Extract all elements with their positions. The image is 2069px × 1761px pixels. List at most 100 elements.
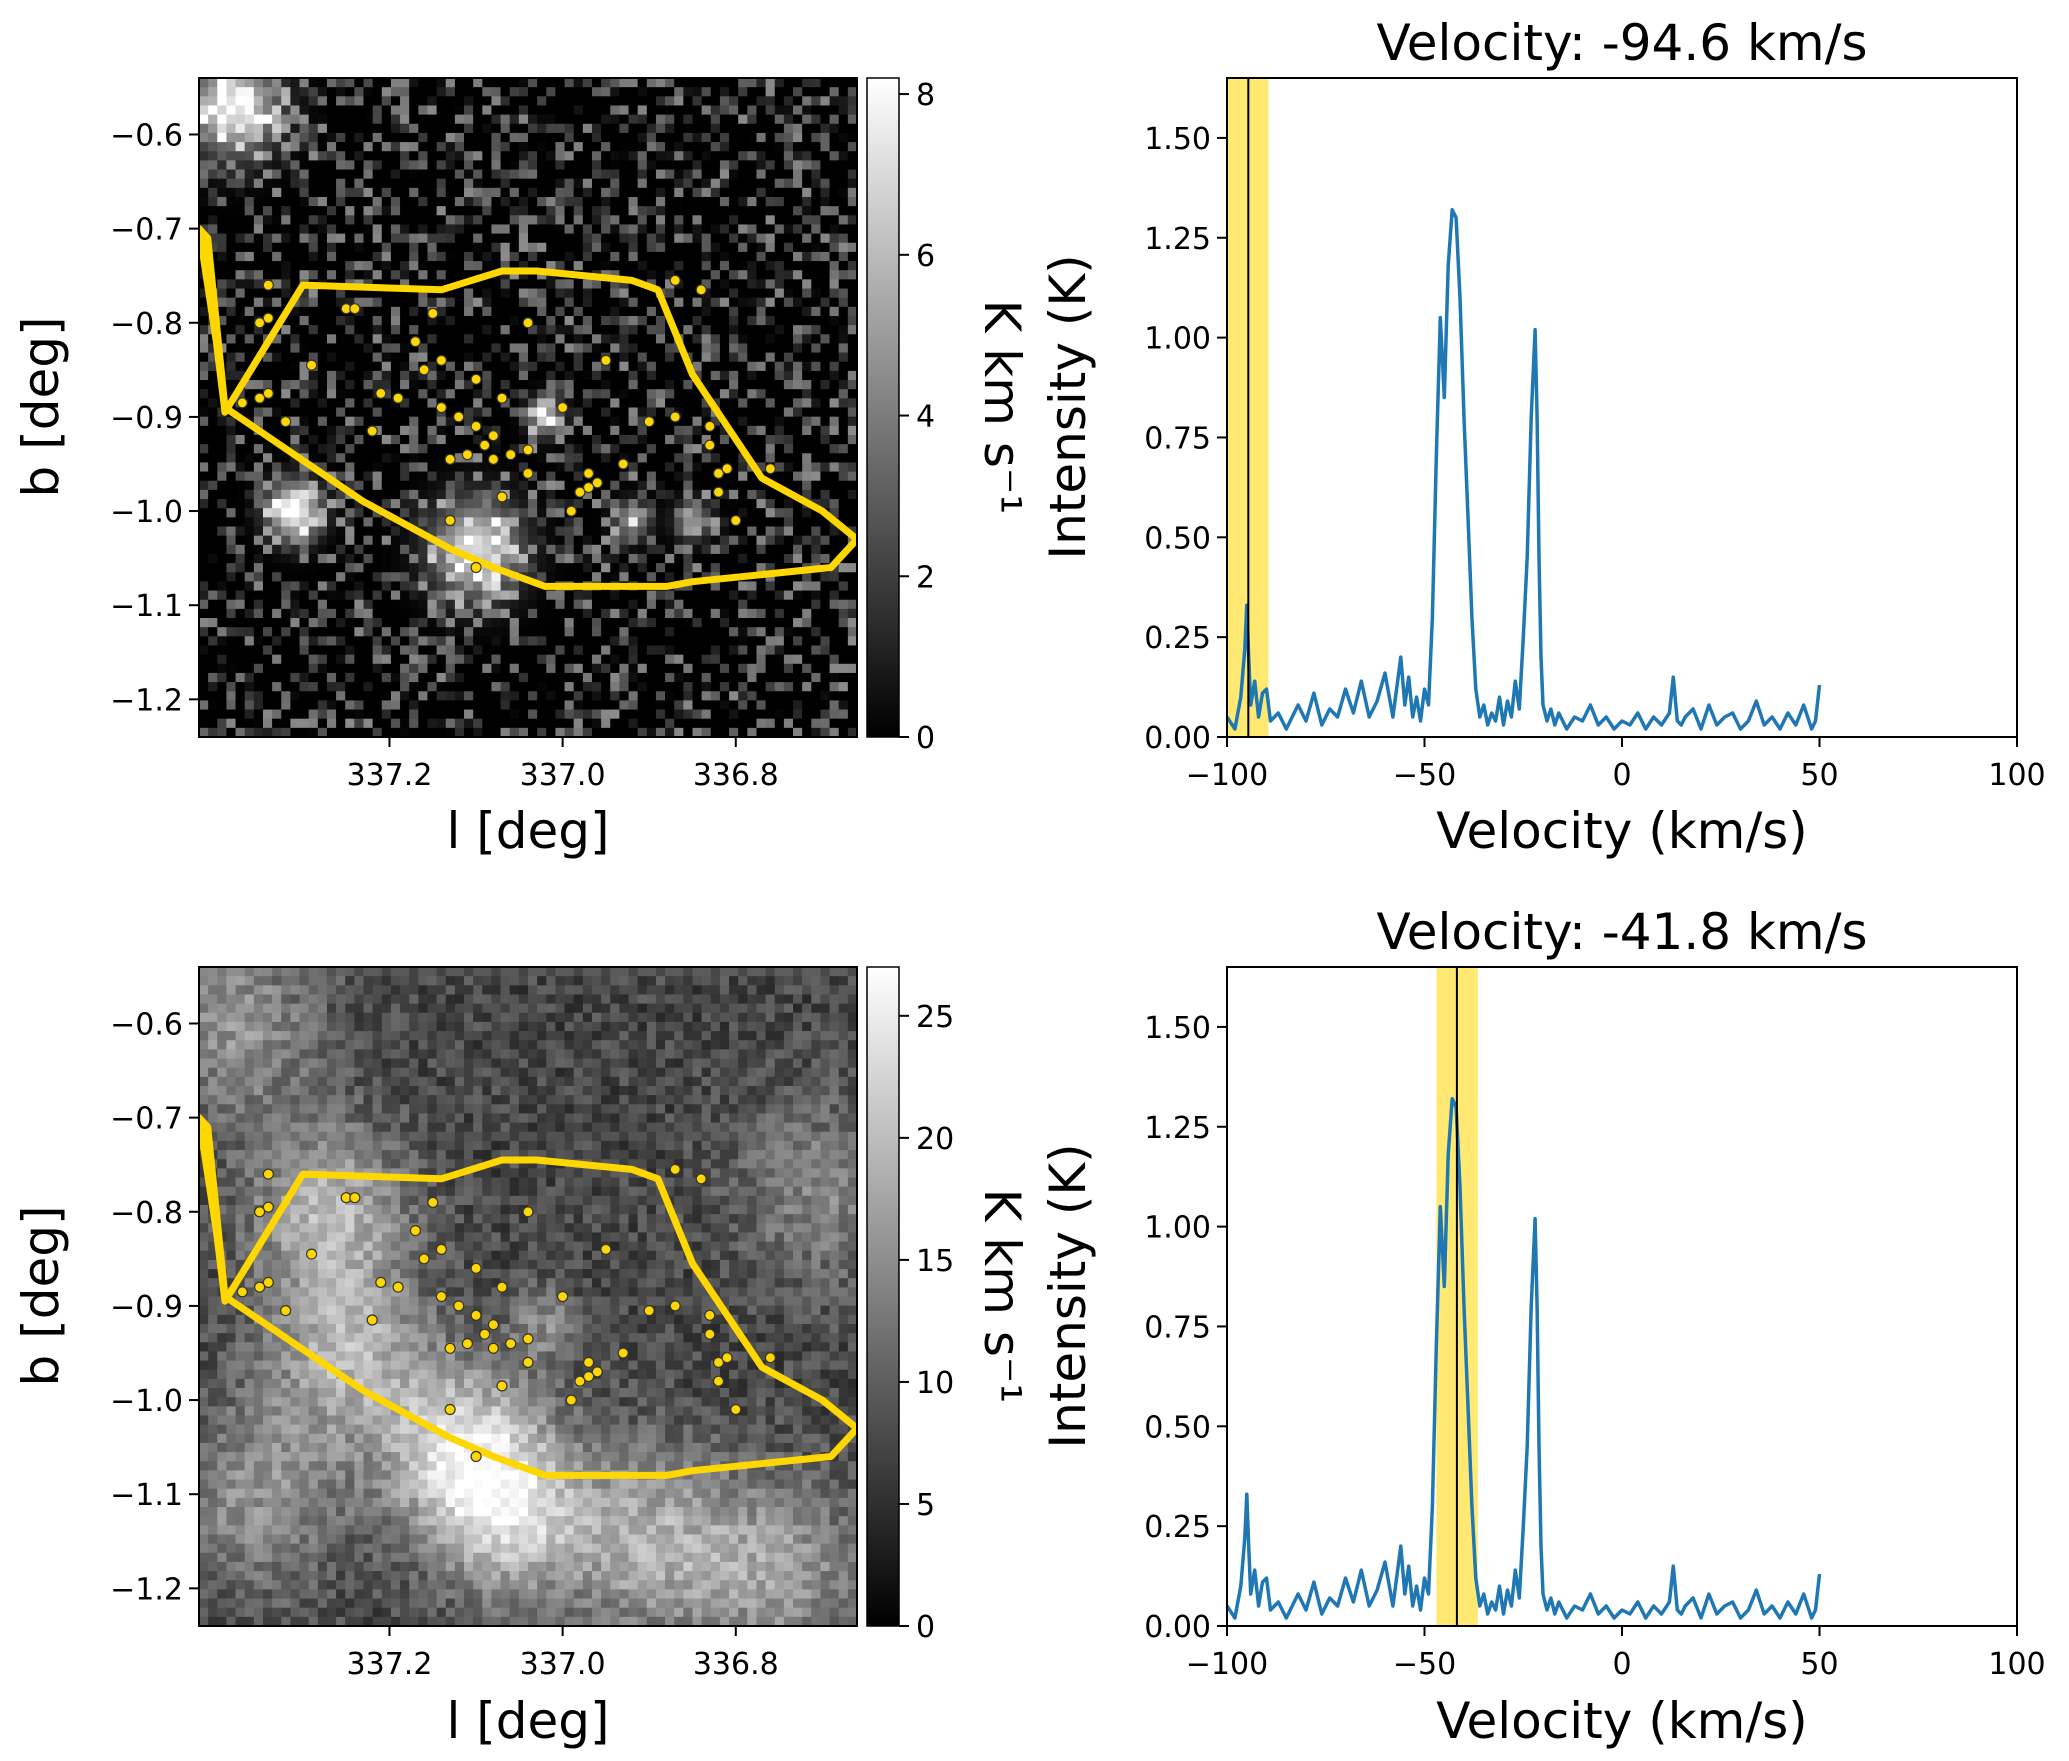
map-pixel xyxy=(765,654,776,665)
map-pixel xyxy=(381,169,392,180)
map-pixel xyxy=(665,636,675,647)
map-pixel xyxy=(729,508,739,518)
map-pixel xyxy=(445,672,456,683)
map-pixel xyxy=(756,178,767,189)
map-pixel xyxy=(610,489,620,500)
map-pixel xyxy=(418,87,429,97)
map-pixel xyxy=(199,434,209,445)
map-pixel xyxy=(683,105,694,116)
map-pixel xyxy=(528,499,538,509)
map-pixel xyxy=(491,508,502,518)
map-pixel xyxy=(336,398,346,409)
map-pixel xyxy=(509,425,520,436)
map-pixel xyxy=(546,251,557,262)
map-pixel xyxy=(464,682,474,692)
map-pixel xyxy=(473,261,483,271)
map-pixel xyxy=(208,535,218,546)
map-pixel xyxy=(390,325,401,335)
map-pixel xyxy=(482,279,493,290)
map-pixel xyxy=(729,526,739,537)
map-pixel xyxy=(299,169,310,180)
map-pixel xyxy=(390,297,401,308)
map-pixel xyxy=(281,114,291,125)
map-pixel xyxy=(683,572,694,582)
map-pixel xyxy=(509,700,520,711)
map-pixel xyxy=(518,78,529,88)
map-pixel xyxy=(326,398,337,409)
map-pixel xyxy=(537,700,547,711)
map-pixel xyxy=(436,645,447,656)
map-pixel xyxy=(655,160,666,171)
map-pixel xyxy=(199,169,209,180)
map-pixel xyxy=(500,206,511,216)
map-pixel xyxy=(482,590,493,601)
map-pixel xyxy=(774,718,785,729)
map-pixel xyxy=(564,187,575,198)
map-pixel xyxy=(400,480,410,491)
map-pixel xyxy=(674,114,684,125)
map-pixel xyxy=(317,325,328,335)
map-pixel xyxy=(765,123,776,134)
map-pixel xyxy=(637,499,648,509)
map-pixel xyxy=(546,535,557,546)
map-pixel xyxy=(582,416,593,427)
map-pixel xyxy=(400,306,410,317)
map-pixel xyxy=(336,691,346,701)
map-pixel xyxy=(747,416,758,427)
map-pixel xyxy=(400,563,410,573)
map-pixel xyxy=(199,425,209,436)
map-pixel xyxy=(363,398,374,409)
map-pixel xyxy=(509,718,520,729)
map-pixel xyxy=(509,187,520,198)
map-pixel xyxy=(509,526,520,537)
map-pixel xyxy=(665,334,675,345)
map-pixel xyxy=(427,672,438,683)
map-pixel xyxy=(537,215,547,226)
map-pixel xyxy=(610,599,620,610)
map-pixel xyxy=(199,553,209,564)
map-pixel xyxy=(482,389,493,399)
map-pixel xyxy=(217,96,228,107)
map-pixel xyxy=(217,132,228,143)
map-pixel xyxy=(281,142,291,152)
map-pixel xyxy=(253,709,264,720)
map-pixel xyxy=(217,599,228,610)
map-pixel xyxy=(674,700,684,711)
map-pixel xyxy=(738,380,748,390)
map-pixel xyxy=(482,242,493,253)
map-pixel xyxy=(199,370,209,381)
map-pixel xyxy=(336,389,346,399)
map-pixel xyxy=(674,361,684,372)
map-pixel xyxy=(381,389,392,399)
map-pixel xyxy=(802,306,812,317)
map-pixel xyxy=(582,654,593,665)
map-pixel xyxy=(354,599,365,610)
map-pixel xyxy=(299,132,310,143)
map-pixel xyxy=(528,691,538,701)
map-pixel xyxy=(637,288,648,299)
map-pixel xyxy=(710,672,721,683)
map-pixel xyxy=(454,480,465,491)
map-pixel xyxy=(345,315,355,326)
map-pixel xyxy=(336,599,346,610)
map-pixel xyxy=(820,636,831,647)
map-pixel xyxy=(692,553,703,564)
map-pixel xyxy=(701,535,712,546)
map-pixel xyxy=(555,535,566,546)
map-pixel xyxy=(409,636,419,647)
map-pixel xyxy=(208,78,218,88)
map-pixel xyxy=(208,178,218,189)
map-pixel xyxy=(738,544,748,555)
map-pixel xyxy=(619,654,630,665)
map-pixel xyxy=(509,663,520,674)
map-pixel xyxy=(400,78,410,88)
map-pixel xyxy=(381,380,392,390)
map-pixel xyxy=(719,517,730,528)
map-pixel xyxy=(783,306,794,317)
map-pixel xyxy=(637,480,648,491)
map-pixel xyxy=(299,297,310,308)
map-pixel xyxy=(774,526,785,537)
map-pixel xyxy=(381,196,392,207)
map-pixel xyxy=(655,178,666,189)
map-pixel xyxy=(217,553,228,564)
